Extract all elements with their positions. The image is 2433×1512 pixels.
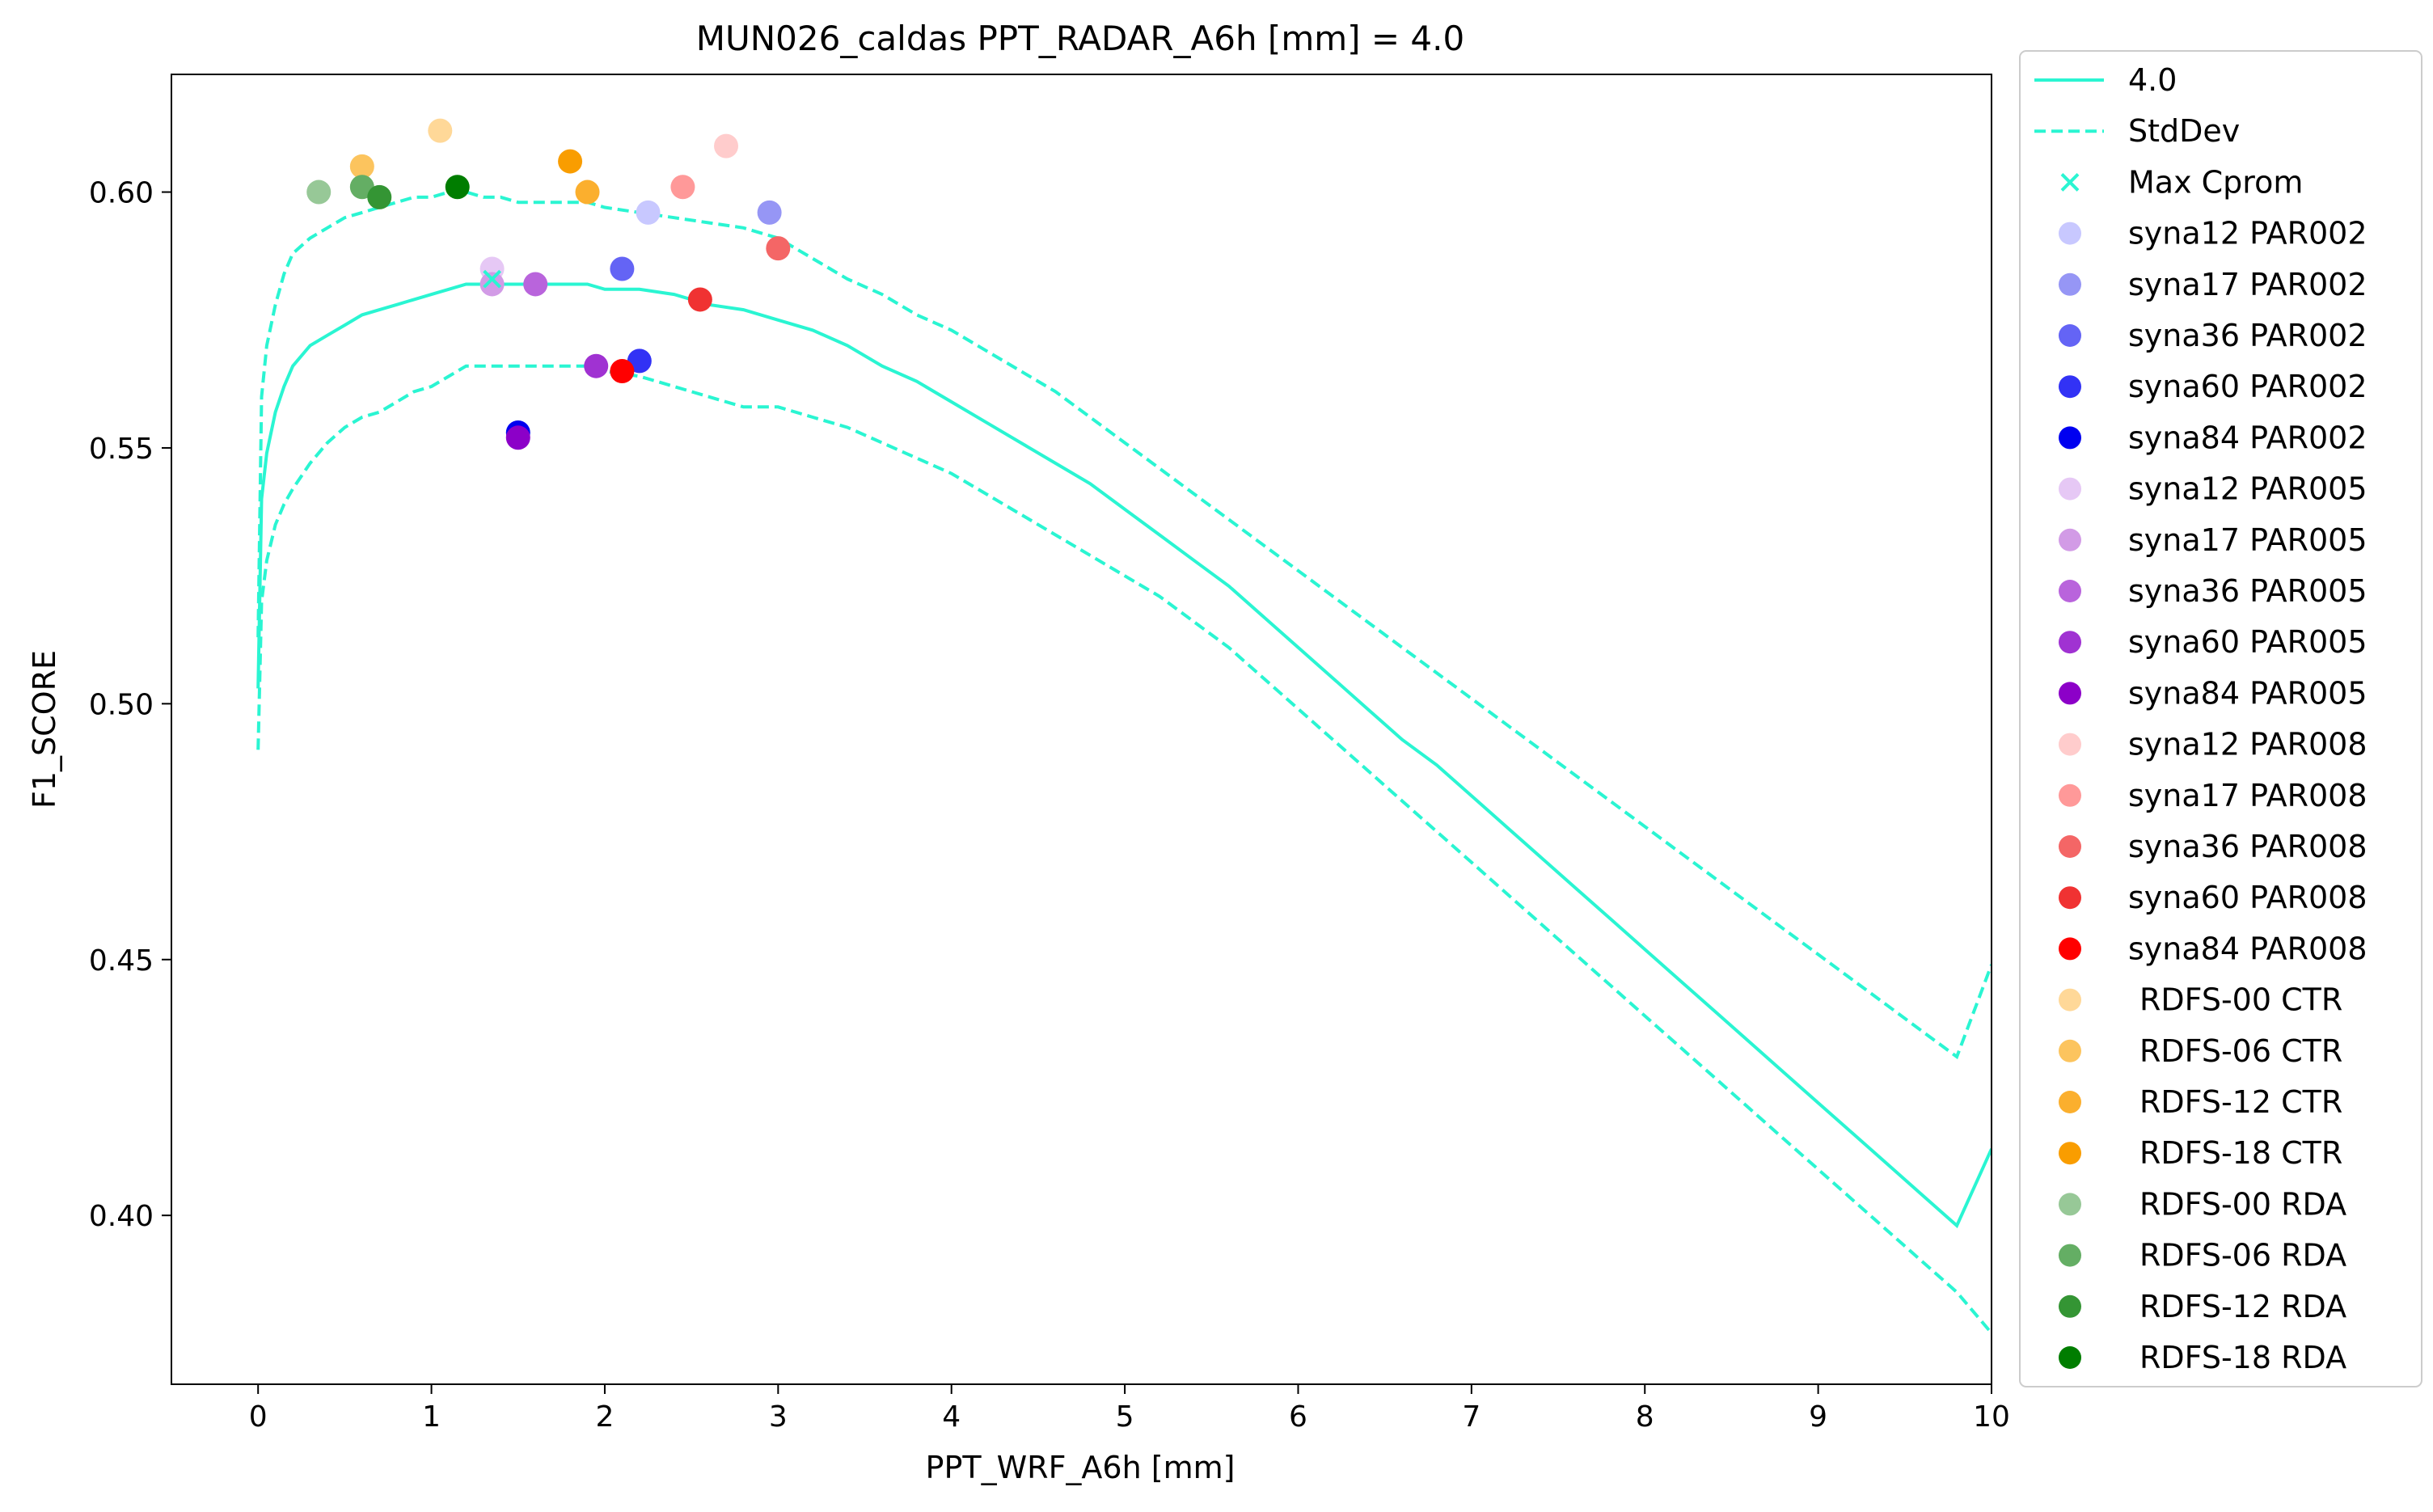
legend-marker-dot bbox=[2059, 1294, 2081, 1318]
legend-label: syna84 PAR008 bbox=[2128, 931, 2368, 966]
legend-marker-dot bbox=[2059, 886, 2081, 910]
legend-label: Max Cprom bbox=[2128, 164, 2303, 200]
legend-marker-dot bbox=[2059, 1142, 2081, 1165]
legend-marker-dot bbox=[2059, 272, 2081, 296]
x-tick-label: 3 bbox=[769, 1400, 788, 1434]
x-tick-label: 0 bbox=[249, 1400, 268, 1434]
legend-marker-dot bbox=[2059, 477, 2081, 500]
legend-label: syna17 PAR008 bbox=[2128, 778, 2368, 813]
data-point-rdfs-00-rda bbox=[306, 179, 332, 205]
legend-marker-x bbox=[2060, 172, 2080, 192]
legend-label: syna36 PAR002 bbox=[2128, 318, 2368, 353]
data-point-syna12-par008 bbox=[714, 133, 739, 158]
legend-marker-dot bbox=[2059, 682, 2081, 705]
legend-label: syna84 PAR005 bbox=[2128, 675, 2368, 711]
legend-marker-dot bbox=[2059, 1039, 2081, 1062]
legend-label: StdDev bbox=[2128, 113, 2240, 149]
legend-label: RDFS-12 RDA bbox=[2139, 1289, 2346, 1324]
x-axis: 0 1 2 3 4 5 6 7 8 9 10 bbox=[249, 1384, 2010, 1434]
legend-marker-dot bbox=[2059, 426, 2081, 450]
legend-label: syna36 PAR008 bbox=[2128, 829, 2368, 864]
data-point-syna17-par005 bbox=[479, 272, 505, 297]
legend-marker-dot bbox=[2059, 631, 2081, 654]
legend-marker-dot bbox=[2059, 580, 2081, 602]
legend-box bbox=[2019, 50, 2422, 1387]
legend-label: syna60 PAR005 bbox=[2128, 624, 2368, 660]
legend-label: syna17 PAR002 bbox=[2128, 267, 2368, 302]
legend-label: syna12 PAR008 bbox=[2128, 727, 2368, 762]
legend-marker-dot bbox=[2059, 783, 2081, 807]
chart-title: MUN026_caldas PPT_RADAR_A6h [mm] = 4.0 bbox=[696, 19, 1464, 58]
data-point-syna36-par008 bbox=[766, 236, 791, 261]
legend-marker-dot bbox=[2059, 1193, 2081, 1216]
x-tick-label: 1 bbox=[422, 1400, 441, 1434]
y-tick-label: 0.60 bbox=[89, 177, 154, 210]
legend-label: syna12 PAR002 bbox=[2128, 216, 2368, 251]
legend-label: syna36 PAR005 bbox=[2128, 573, 2368, 609]
plot-area-frame bbox=[171, 74, 1992, 1385]
legend-marker-dot bbox=[2059, 1091, 2081, 1113]
legend: 4.0 StdDev Max Cprom syna12 PAR002 syna17 PA… bbox=[2019, 50, 2422, 1387]
data-point-syna12-par002 bbox=[636, 200, 661, 225]
x-tick-label: 6 bbox=[1289, 1400, 1307, 1434]
x-axis-title: PPT_WRF_A6h [mm] bbox=[926, 1450, 1236, 1485]
legend-marker-dot bbox=[2059, 988, 2081, 1012]
data-point-rdfs-00-ctr bbox=[428, 118, 453, 143]
legend-marker-dot bbox=[2059, 1244, 2081, 1267]
legend-marker-dot bbox=[2059, 1346, 2081, 1369]
y-tick-label: 0.45 bbox=[89, 944, 154, 978]
legend-marker-dot bbox=[2059, 733, 2081, 756]
legend-label: RDFS-06 RDA bbox=[2139, 1238, 2346, 1273]
data-point-syna60-par008 bbox=[687, 287, 712, 312]
data-point-syna84-par008 bbox=[610, 359, 635, 384]
legend-marker-dot bbox=[2059, 937, 2081, 961]
y-axis-title: F1_SCORE bbox=[27, 650, 62, 809]
y-axis: 0.40 0.45 0.50 0.55 0.60 bbox=[89, 177, 171, 1233]
x-tick-label: 5 bbox=[1116, 1400, 1134, 1434]
legend-label: RDFS-12 CTR bbox=[2139, 1084, 2342, 1120]
data-point-syna36-par002 bbox=[610, 256, 635, 281]
legend-marker-dot bbox=[2059, 375, 2081, 399]
x-tick-label: 8 bbox=[1636, 1400, 1654, 1434]
data-point-rdfs-18-ctr bbox=[558, 149, 583, 174]
x-tick-label: 10 bbox=[1973, 1400, 2010, 1434]
data-point-syna17-par008 bbox=[670, 175, 695, 200]
legend-label: RDFS-00 CTR bbox=[2139, 982, 2342, 1018]
data-point-rdfs-12-rda bbox=[367, 184, 392, 209]
series-line-mean bbox=[256, 282, 1992, 1229]
series-line-stddev-upper bbox=[256, 190, 1992, 1060]
legend-marker-dot bbox=[2059, 528, 2081, 551]
legend-marker-dot bbox=[2059, 835, 2081, 858]
legend-label: RDFS-18 RDA bbox=[2139, 1340, 2346, 1375]
legend-label: syna17 PAR005 bbox=[2128, 522, 2368, 558]
x-tick-label: 4 bbox=[942, 1400, 961, 1434]
legend-label: RDFS-00 RDA bbox=[2139, 1186, 2346, 1222]
x-tick-label: 7 bbox=[1462, 1400, 1480, 1434]
legend-label: RDFS-06 CTR bbox=[2139, 1033, 2342, 1069]
y-tick-label: 0.40 bbox=[89, 1200, 154, 1233]
legend-marker-dot bbox=[2059, 222, 2081, 245]
data-point-rdfs-18-rda bbox=[445, 175, 470, 200]
legend-marker-dot bbox=[2059, 324, 2081, 347]
y-tick-label: 0.50 bbox=[89, 688, 154, 721]
max-cprom-marker bbox=[483, 269, 502, 289]
data-point-rdfs-06-ctr bbox=[349, 154, 374, 179]
x-tick-label: 9 bbox=[1809, 1400, 1827, 1434]
legend-label: syna60 PAR008 bbox=[2128, 880, 2368, 915]
data-point-syna36-par005 bbox=[523, 272, 548, 297]
series-line-stddev-lower bbox=[256, 364, 1992, 1334]
legend-label: RDFS-18 CTR bbox=[2139, 1135, 2342, 1171]
legend-label: 4.0 bbox=[2128, 62, 2177, 98]
y-tick-label: 0.55 bbox=[89, 433, 154, 466]
legend-label: syna60 PAR002 bbox=[2128, 369, 2368, 404]
data-point-syna17-par002 bbox=[757, 200, 782, 225]
x-tick-label: 2 bbox=[595, 1400, 614, 1434]
data-point-syna60-par005 bbox=[584, 353, 609, 378]
data-point-rdfs-12-ctr bbox=[575, 179, 600, 205]
legend-label: syna12 PAR005 bbox=[2128, 471, 2368, 507]
legend-label: syna84 PAR002 bbox=[2128, 420, 2368, 455]
data-point-syna84-par005 bbox=[505, 425, 530, 450]
